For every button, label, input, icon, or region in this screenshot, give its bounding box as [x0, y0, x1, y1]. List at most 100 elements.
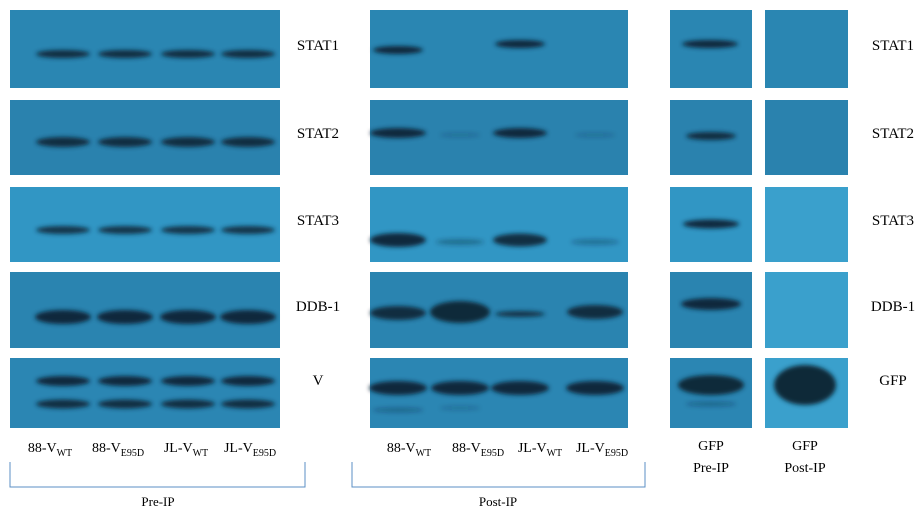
lane-label: JL-VE95D — [224, 441, 276, 459]
lane-label: Pre-IP — [693, 461, 729, 476]
protein-label: GFP — [879, 373, 907, 389]
protein-label: V — [313, 373, 324, 389]
lane-label: 88-VWT — [387, 441, 431, 459]
lane-subscript: WT — [547, 448, 563, 459]
band — [686, 132, 736, 140]
lane-subscript: WT — [416, 448, 432, 459]
band — [36, 137, 90, 147]
band — [220, 310, 276, 324]
band — [431, 381, 489, 395]
post-ip-label: Post-IP — [479, 494, 517, 509]
protein-label: STAT1 — [297, 38, 339, 54]
band — [678, 375, 744, 395]
blot-panel — [10, 187, 280, 262]
band — [35, 310, 91, 324]
band — [97, 310, 153, 324]
blot-panel — [10, 10, 280, 88]
band — [98, 376, 152, 386]
lane-name: 88-V — [28, 441, 57, 456]
lane-label: GFP — [792, 439, 818, 454]
band — [440, 406, 480, 410]
band — [98, 137, 152, 147]
lane-subscript: E95D — [253, 448, 276, 459]
band — [98, 400, 152, 409]
protein-label: STAT2 — [872, 126, 914, 142]
protein-label: STAT3 — [297, 213, 339, 229]
blot-panel — [670, 10, 752, 88]
band — [36, 400, 90, 409]
band — [686, 402, 736, 407]
protein-label: DDB-1 — [871, 299, 915, 315]
protein-label: STAT2 — [297, 126, 339, 142]
band — [160, 310, 216, 324]
band — [161, 376, 215, 386]
band — [161, 400, 215, 409]
band — [98, 50, 152, 58]
lane-name: 88-V — [387, 441, 416, 456]
lane-label: GFP — [698, 439, 724, 454]
lane-name: JL-V — [518, 441, 547, 456]
lane-label: Post-IP — [784, 461, 825, 476]
lane-label: 88-VE95D — [92, 441, 144, 459]
lane-name: JL-V — [224, 441, 253, 456]
band — [682, 40, 738, 48]
band — [370, 128, 426, 138]
lane-name: JL-V — [164, 441, 193, 456]
lane-label: JL-VE95D — [576, 441, 628, 459]
band — [493, 234, 547, 247]
band — [221, 376, 275, 386]
band — [370, 306, 426, 320]
band — [774, 365, 836, 405]
lane-label: 88-VE95D — [452, 441, 504, 459]
band — [495, 40, 545, 48]
band — [161, 226, 215, 234]
lane-subscript: WT — [193, 448, 209, 459]
band — [221, 226, 275, 234]
band — [683, 220, 739, 229]
lane-subscript: WT — [57, 448, 73, 459]
blot-figure: Pre-IP Post-IP STAT1 STAT1 STAT2 STAT2 STAT3… — [0, 0, 920, 510]
band — [495, 311, 545, 317]
band — [36, 50, 90, 58]
band — [491, 381, 549, 395]
band — [373, 46, 423, 54]
band — [221, 400, 275, 409]
protein-label: STAT1 — [872, 38, 914, 54]
band — [370, 233, 426, 247]
lane-subscript: E95D — [481, 448, 504, 459]
band — [161, 137, 215, 147]
band — [440, 133, 480, 137]
band — [369, 381, 427, 395]
protein-label: STAT3 — [872, 213, 914, 229]
band — [98, 226, 152, 234]
blot-panel — [765, 187, 848, 262]
band — [36, 376, 90, 386]
lane-label: 88-VWT — [28, 441, 72, 459]
blot-panel — [370, 187, 628, 262]
lane-subscript: E95D — [605, 448, 628, 459]
post-ip-bracket — [352, 462, 645, 487]
blot-panel — [765, 10, 848, 88]
band — [161, 50, 215, 58]
band — [221, 50, 275, 58]
band — [567, 305, 623, 319]
pre-ip-bracket — [10, 462, 305, 487]
band — [436, 239, 484, 245]
band — [493, 128, 547, 138]
blot-panel — [765, 100, 848, 175]
band — [373, 408, 423, 413]
band — [575, 133, 615, 137]
protein-label: DDB-1 — [296, 299, 340, 315]
pre-ip-label: Pre-IP — [141, 494, 174, 509]
band — [36, 226, 90, 234]
blot-panel — [10, 272, 280, 348]
band — [566, 381, 624, 395]
lane-label: JL-VWT — [518, 441, 562, 459]
lane-label: JL-VWT — [164, 441, 208, 459]
blot-panel — [765, 272, 848, 348]
lane-name: JL-V — [576, 441, 605, 456]
band — [571, 239, 619, 245]
band — [681, 298, 741, 310]
blot-panel — [10, 358, 280, 428]
band — [221, 137, 275, 147]
